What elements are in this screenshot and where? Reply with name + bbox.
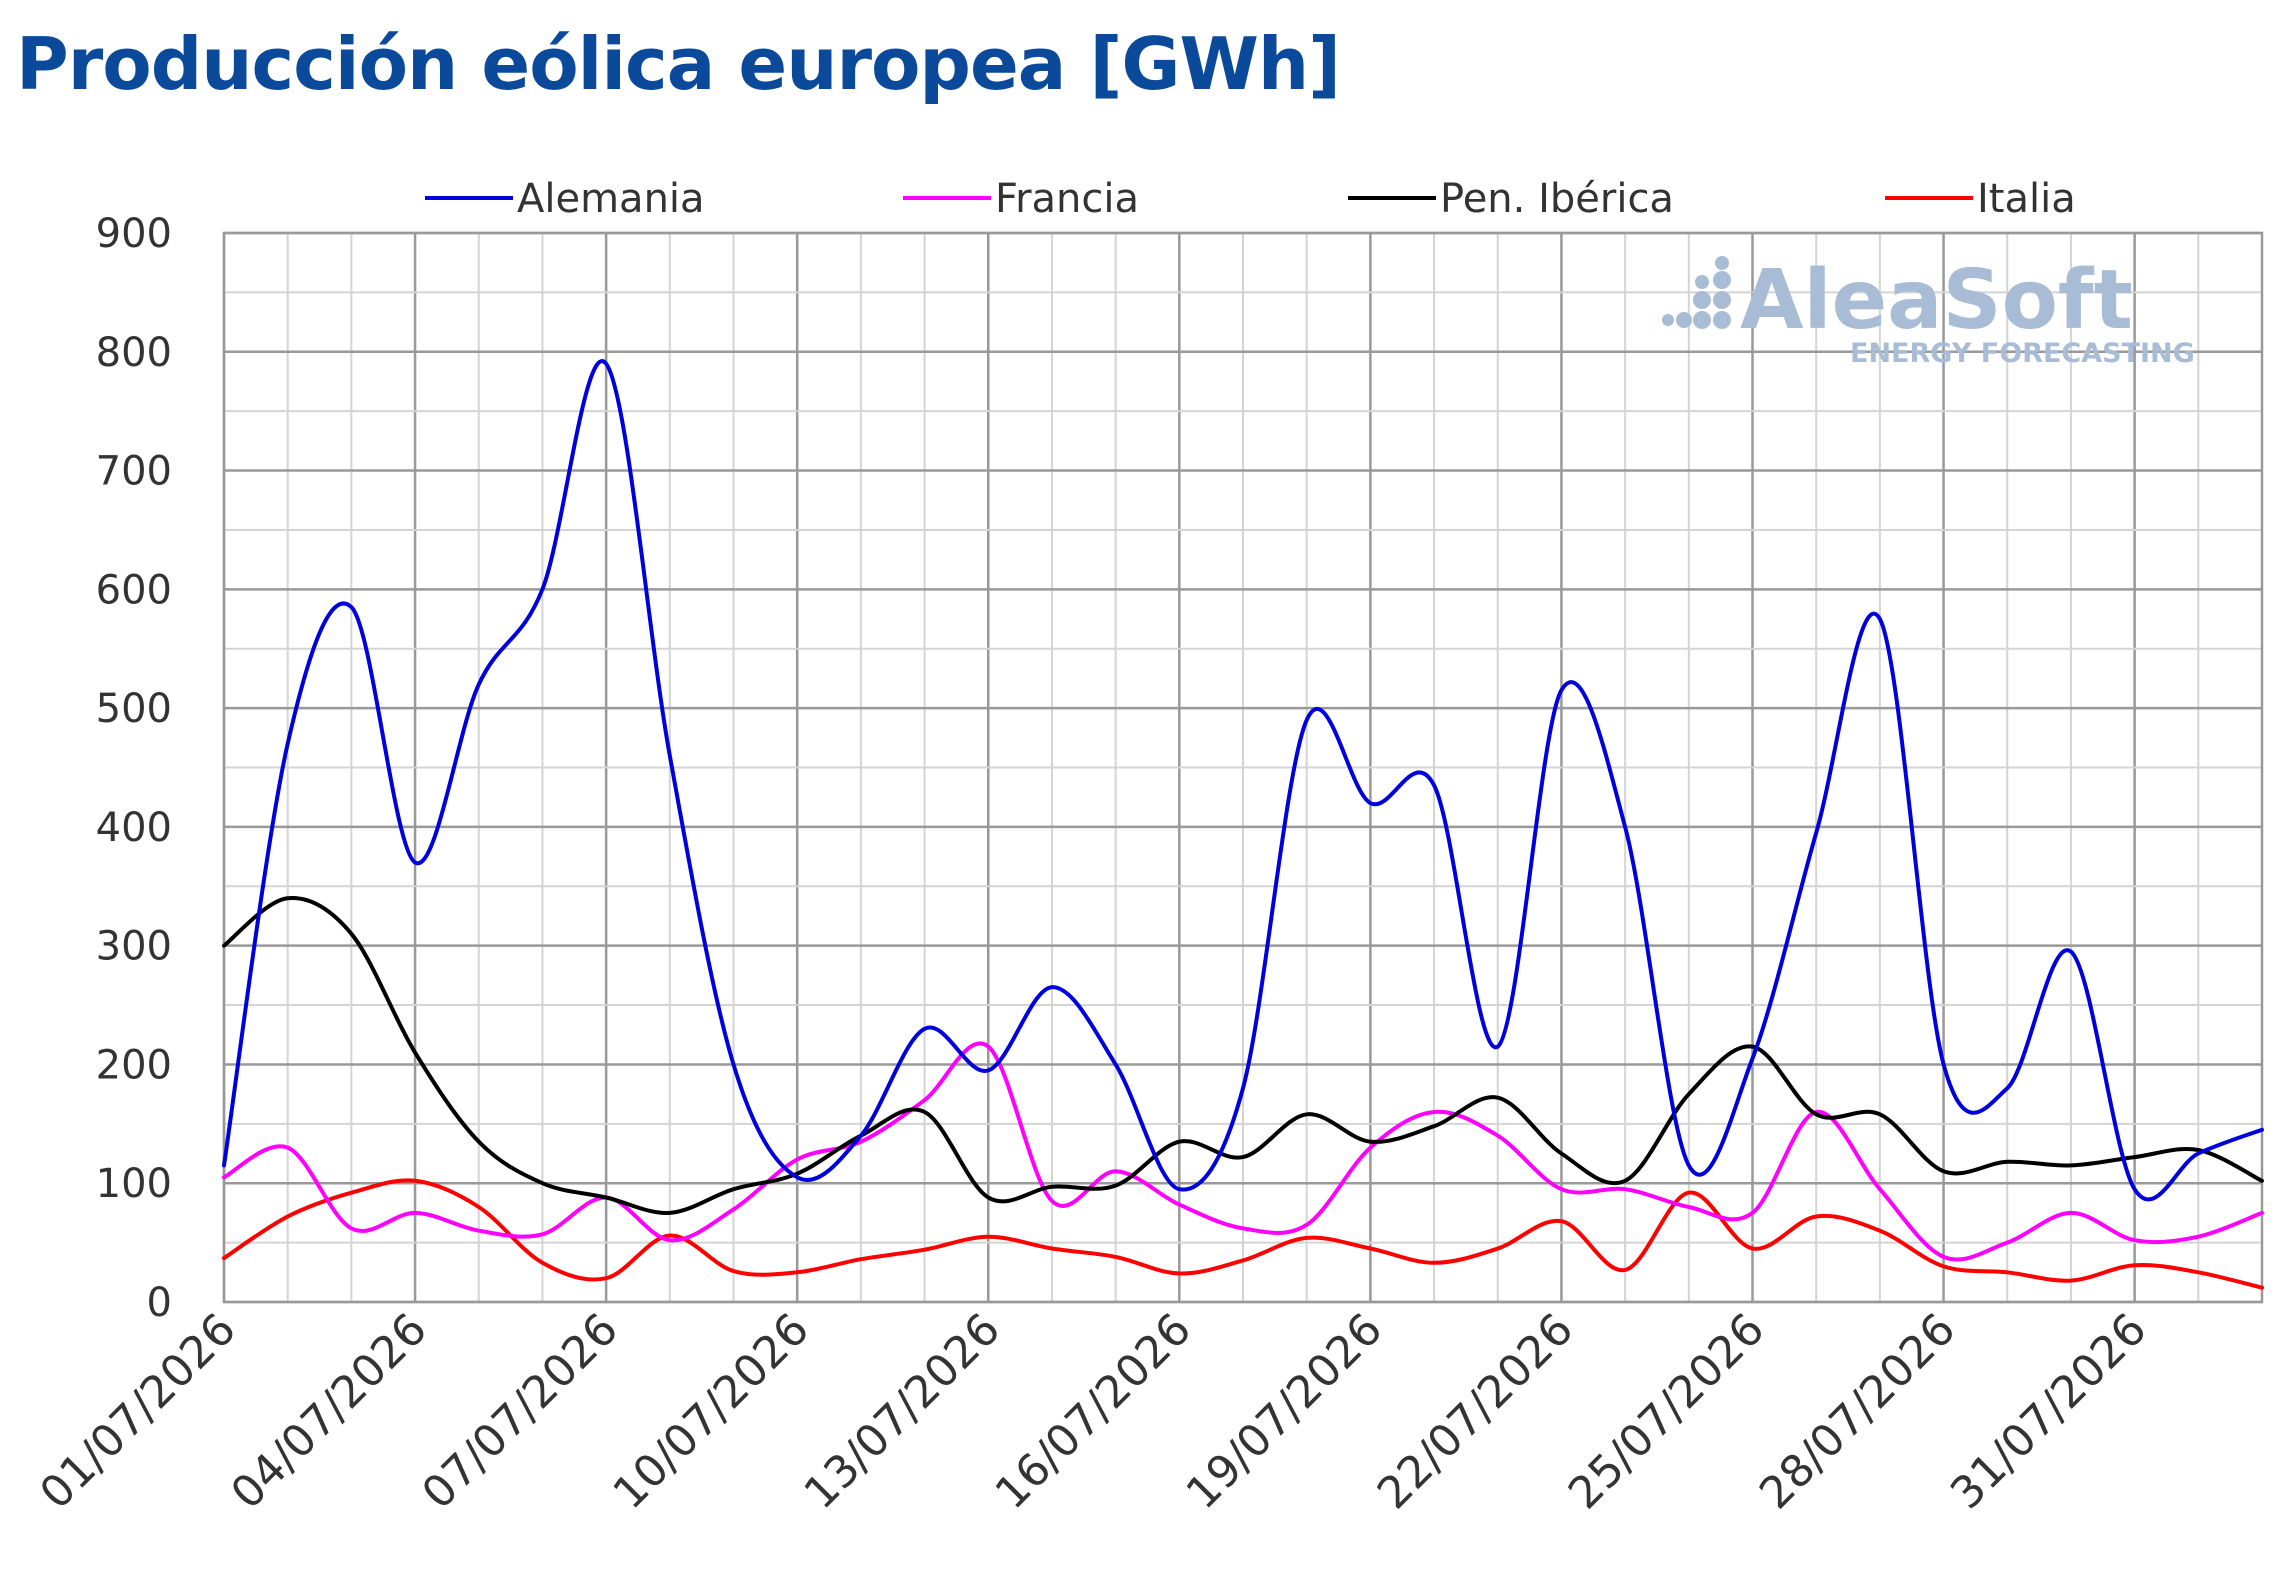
x-tick-label: 04/07/2026	[221, 1304, 436, 1519]
y-tick-label: 900	[96, 211, 172, 257]
x-tick-label: 31/07/2026	[1941, 1304, 2156, 1519]
logo-dot	[1695, 275, 1709, 289]
y-tick-label: 200	[96, 1042, 172, 1088]
series-line-italia	[222, 1178, 2264, 1290]
y-axis: 0 100 200 300 400 500 600 700 800 900	[96, 211, 172, 1326]
legend-label: Italia	[1977, 176, 2076, 222]
x-tick-label: 01/07/2026	[30, 1304, 245, 1519]
logo-dot	[1676, 312, 1692, 328]
y-tick-label: 600	[96, 567, 172, 613]
logo-dot	[1693, 291, 1711, 309]
legend-label: Alemania	[517, 176, 705, 222]
legend-label: Pen. Ibérica	[1440, 176, 1674, 222]
y-tick-label: 500	[96, 686, 172, 732]
x-tick-label: 10/07/2026	[604, 1304, 819, 1519]
x-tick-label: 16/07/2026	[986, 1304, 1201, 1519]
y-tick-label: 0	[147, 1280, 172, 1326]
x-tick-label: 22/07/2026	[1368, 1304, 1583, 1519]
logo-dot	[1715, 256, 1729, 270]
grid	[222, 231, 2264, 1304]
x-tick-label: 19/07/2026	[1177, 1304, 1392, 1519]
logo-dot	[1662, 314, 1674, 326]
x-tick-label: 07/07/2026	[413, 1304, 628, 1519]
series-line-alemania	[222, 359, 2264, 1202]
legend: Alemania Francia Pen. Ibérica Italia	[425, 176, 2076, 222]
y-tick-label: 100	[96, 1161, 172, 1207]
chart-title: Producción eólica europea [GWh]	[16, 22, 1341, 106]
logo-dot	[1713, 271, 1731, 289]
series-line-francia	[222, 1041, 2264, 1262]
y-tick-label: 400	[96, 805, 172, 851]
watermark-logo: AleaSoft ENERGY FORECASTING	[1662, 253, 2195, 369]
logo-dot	[1693, 311, 1711, 329]
x-tick-label: 28/07/2026	[1750, 1304, 1965, 1519]
x-axis: 01/07/202604/07/202607/07/202610/07/2026…	[30, 1304, 2156, 1519]
aleasoft-logo-icon	[1662, 256, 1731, 329]
plot-frame	[222, 231, 2264, 1304]
x-tick-label: 13/07/2026	[795, 1304, 1010, 1519]
watermark-brand: AleaSoft	[1740, 253, 2133, 348]
logo-dot	[1713, 311, 1731, 329]
legend-label: Francia	[995, 176, 1139, 222]
y-tick-label: 300	[96, 924, 172, 970]
logo-dot	[1713, 291, 1731, 309]
series-group	[222, 359, 2264, 1290]
series-line-pen-ib-rica	[222, 896, 2264, 1215]
watermark-tagline: ENERGY FORECASTING	[1850, 338, 2195, 369]
y-tick-label: 700	[96, 449, 172, 495]
x-tick-label: 25/07/2026	[1559, 1304, 1774, 1519]
y-tick-label: 800	[96, 330, 172, 376]
